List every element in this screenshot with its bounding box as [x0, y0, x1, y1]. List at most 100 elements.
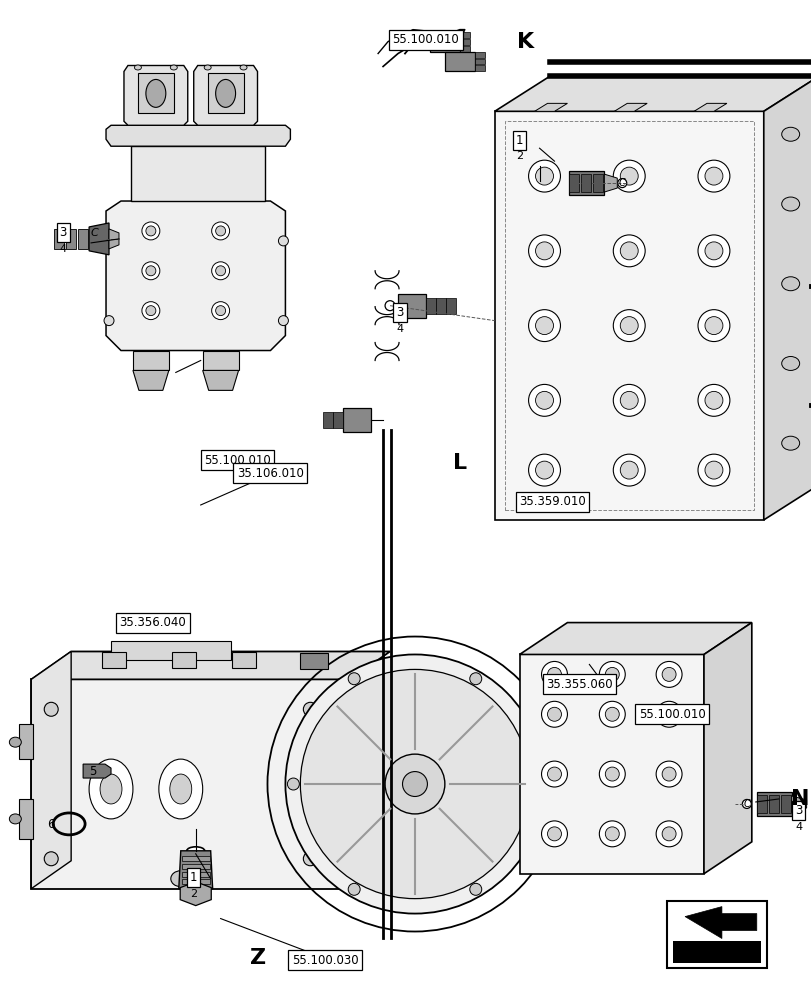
- Ellipse shape: [146, 79, 165, 107]
- Ellipse shape: [535, 461, 553, 479]
- Ellipse shape: [303, 852, 317, 866]
- Polygon shape: [182, 864, 209, 869]
- Ellipse shape: [599, 701, 624, 727]
- Ellipse shape: [620, 461, 637, 479]
- Ellipse shape: [599, 821, 624, 847]
- Polygon shape: [397, 294, 426, 318]
- Polygon shape: [756, 795, 766, 813]
- Text: 5: 5: [89, 765, 97, 778]
- Ellipse shape: [604, 767, 619, 781]
- Ellipse shape: [402, 772, 427, 796]
- Bar: [494, 111, 763, 520]
- Ellipse shape: [287, 778, 299, 790]
- Ellipse shape: [604, 707, 619, 721]
- Text: 2: 2: [516, 151, 522, 161]
- Ellipse shape: [547, 707, 560, 721]
- Polygon shape: [178, 851, 212, 889]
- Ellipse shape: [661, 767, 676, 781]
- Bar: [32, 679, 350, 889]
- Ellipse shape: [530, 778, 542, 790]
- Ellipse shape: [142, 222, 160, 240]
- Text: 55.100.010: 55.100.010: [204, 454, 271, 467]
- Ellipse shape: [89, 759, 133, 819]
- Polygon shape: [474, 52, 484, 58]
- Ellipse shape: [240, 65, 247, 70]
- Ellipse shape: [44, 852, 58, 866]
- Ellipse shape: [535, 167, 553, 185]
- Polygon shape: [534, 103, 567, 111]
- Ellipse shape: [655, 661, 681, 687]
- Text: 3: 3: [396, 306, 403, 319]
- Polygon shape: [182, 856, 209, 861]
- Ellipse shape: [541, 701, 567, 727]
- Polygon shape: [779, 795, 790, 813]
- Ellipse shape: [655, 701, 681, 727]
- Ellipse shape: [547, 767, 560, 781]
- Ellipse shape: [620, 391, 637, 409]
- Polygon shape: [78, 229, 88, 249]
- Ellipse shape: [612, 384, 645, 416]
- Polygon shape: [19, 724, 33, 759]
- Polygon shape: [323, 412, 333, 428]
- Text: 4: 4: [396, 324, 403, 334]
- Polygon shape: [474, 59, 484, 64]
- Polygon shape: [459, 46, 470, 52]
- Polygon shape: [208, 73, 243, 113]
- Polygon shape: [66, 229, 76, 249]
- Ellipse shape: [697, 235, 729, 267]
- Ellipse shape: [187, 847, 204, 855]
- Ellipse shape: [528, 235, 560, 267]
- Ellipse shape: [612, 454, 645, 486]
- Ellipse shape: [10, 814, 21, 824]
- Text: 2: 2: [190, 889, 197, 899]
- Ellipse shape: [212, 302, 230, 320]
- Ellipse shape: [599, 761, 624, 787]
- Ellipse shape: [781, 127, 799, 141]
- Polygon shape: [54, 229, 64, 249]
- Polygon shape: [106, 125, 290, 146]
- Ellipse shape: [697, 160, 729, 192]
- Polygon shape: [474, 65, 484, 71]
- Ellipse shape: [216, 306, 225, 316]
- Text: C: C: [90, 228, 98, 238]
- Ellipse shape: [661, 667, 676, 681]
- Polygon shape: [459, 32, 470, 38]
- Ellipse shape: [528, 454, 560, 486]
- Text: K: K: [517, 32, 534, 52]
- Ellipse shape: [159, 759, 203, 819]
- Ellipse shape: [704, 461, 722, 479]
- Ellipse shape: [741, 799, 750, 808]
- Polygon shape: [569, 174, 579, 192]
- Ellipse shape: [146, 266, 156, 276]
- Ellipse shape: [620, 167, 637, 185]
- Ellipse shape: [697, 384, 729, 416]
- Ellipse shape: [620, 317, 637, 335]
- Ellipse shape: [104, 236, 114, 246]
- Polygon shape: [111, 641, 230, 660]
- Polygon shape: [231, 652, 255, 668]
- Ellipse shape: [216, 266, 225, 276]
- Ellipse shape: [100, 774, 122, 804]
- Polygon shape: [459, 39, 470, 45]
- Ellipse shape: [142, 262, 160, 280]
- Ellipse shape: [704, 317, 722, 335]
- Polygon shape: [182, 872, 209, 877]
- Ellipse shape: [204, 65, 211, 70]
- Ellipse shape: [384, 754, 444, 814]
- Text: 55.100.010: 55.100.010: [392, 33, 459, 46]
- Ellipse shape: [135, 65, 141, 70]
- Ellipse shape: [278, 316, 288, 326]
- Polygon shape: [581, 174, 590, 192]
- Ellipse shape: [170, 871, 191, 887]
- Ellipse shape: [697, 310, 729, 342]
- Ellipse shape: [655, 821, 681, 847]
- Ellipse shape: [704, 167, 722, 185]
- Ellipse shape: [146, 306, 156, 316]
- Ellipse shape: [142, 302, 160, 320]
- Ellipse shape: [541, 761, 567, 787]
- Ellipse shape: [10, 737, 21, 747]
- Ellipse shape: [384, 301, 394, 311]
- Text: C: C: [743, 799, 749, 809]
- Ellipse shape: [781, 277, 799, 291]
- Ellipse shape: [470, 673, 481, 685]
